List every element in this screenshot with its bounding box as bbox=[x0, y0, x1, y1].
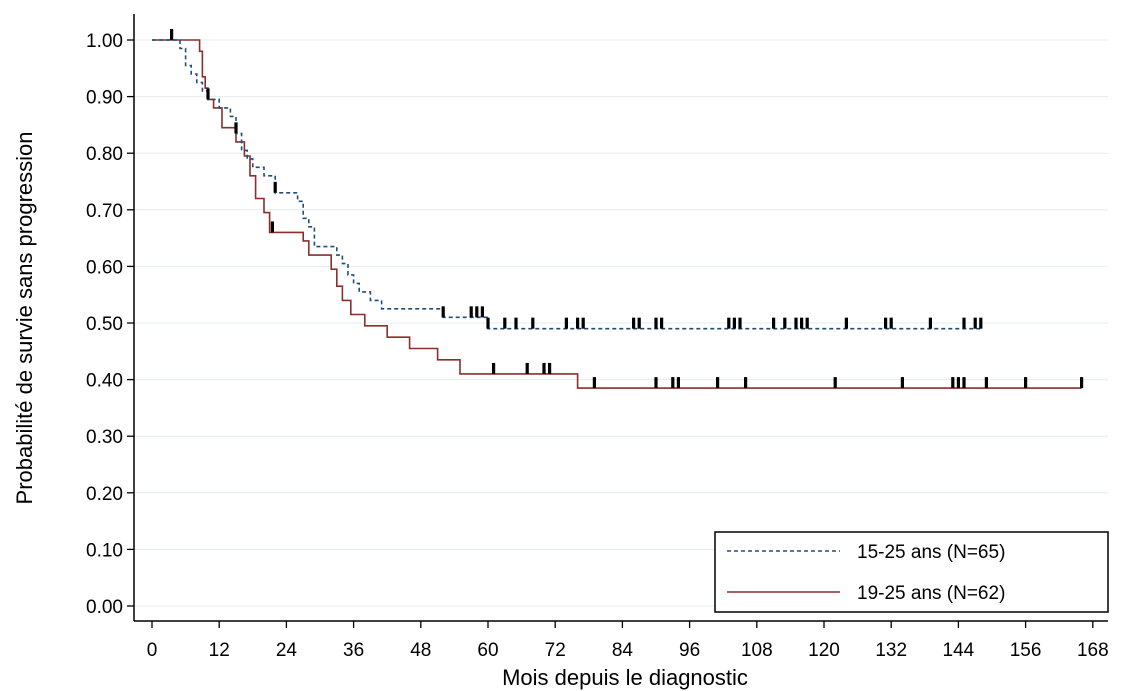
censor-mark-s2-5 bbox=[592, 377, 596, 389]
censor-mark-s1-15 bbox=[632, 317, 636, 329]
censor-mark-s2-16 bbox=[984, 377, 988, 389]
censor-mark-s1-26 bbox=[805, 317, 809, 329]
y-tick-label-1: 0.10 bbox=[86, 540, 123, 561]
legend-label-series-2: 19-25 ans (N=62) bbox=[857, 583, 1005, 604]
legend-label-series-1: 15-25 ans (N=65) bbox=[857, 542, 1005, 563]
censor-mark-s1-0 bbox=[170, 29, 174, 40]
censor-mark-s1-31 bbox=[962, 317, 966, 329]
censor-mark-s1-11 bbox=[531, 317, 535, 329]
censor-mark-s1-28 bbox=[884, 317, 888, 329]
censor-mark-s1-24 bbox=[794, 317, 798, 329]
censor-mark-s2-10 bbox=[744, 377, 748, 389]
y-tick-label-4: 0.40 bbox=[86, 371, 123, 392]
censor-mark-s1-17 bbox=[654, 317, 658, 329]
censor-mark-s2-18 bbox=[1080, 377, 1084, 389]
censor-mark-s1-27 bbox=[844, 317, 848, 329]
censor-mark-s1-4 bbox=[441, 306, 445, 318]
y-tick-label-3: 0.30 bbox=[86, 427, 123, 448]
y-tick-label-7: 0.70 bbox=[86, 201, 123, 222]
x-tick-label-11: 132 bbox=[875, 640, 907, 661]
censor-mark-s2-0 bbox=[270, 221, 274, 233]
censor-mark-s2-11 bbox=[833, 377, 837, 389]
y-tick-label-5: 0.50 bbox=[86, 314, 123, 335]
x-tick-label-9: 108 bbox=[741, 640, 773, 661]
censor-mark-s1-19 bbox=[727, 317, 731, 329]
legend-box bbox=[714, 531, 1109, 613]
gridlines bbox=[134, 39, 1108, 607]
censor-mark-s1-29 bbox=[889, 317, 893, 329]
x-tick-label-0: 0 bbox=[147, 640, 158, 661]
censor-mark-s2-13 bbox=[951, 377, 955, 389]
x-tick-label-2: 24 bbox=[276, 640, 298, 661]
censor-mark-s1-5 bbox=[469, 306, 473, 318]
censor-mark-s1-3 bbox=[273, 181, 277, 193]
censor-mark-s1-20 bbox=[732, 317, 736, 329]
censor-mark-s1-8 bbox=[486, 317, 490, 329]
censor-marks bbox=[170, 29, 1084, 389]
legend: 15-25 ans (N=65) 19-25 ans (N=62) bbox=[714, 531, 1109, 613]
censor-mark-s1-22 bbox=[772, 317, 776, 329]
x-axis-title: Mois depuis le diagnostic bbox=[502, 665, 748, 690]
censor-mark-s1-25 bbox=[800, 317, 804, 329]
x-tick-label-12: 144 bbox=[943, 640, 975, 661]
censor-mark-s2-2 bbox=[525, 362, 529, 374]
censor-mark-s1-21 bbox=[738, 317, 742, 329]
censor-mark-s2-8 bbox=[676, 377, 680, 389]
x-tick-label-3: 36 bbox=[343, 640, 364, 661]
x-tick-label-1: 12 bbox=[209, 640, 230, 661]
censor-mark-s1-1 bbox=[206, 88, 210, 100]
x-tick-label-10: 120 bbox=[808, 640, 840, 661]
axes bbox=[127, 14, 1108, 628]
censor-mark-s1-7 bbox=[480, 306, 484, 318]
x-tick-label-5: 60 bbox=[477, 640, 498, 661]
censor-mark-s1-2 bbox=[234, 122, 238, 134]
censor-mark-s1-6 bbox=[475, 306, 479, 318]
censor-mark-s1-13 bbox=[576, 317, 580, 329]
y-tick-label-10: 1.00 bbox=[86, 31, 123, 52]
censor-mark-s1-23 bbox=[783, 317, 787, 329]
series-layer bbox=[152, 39, 1082, 389]
censor-mark-s2-7 bbox=[671, 377, 675, 389]
x-tick-label-8: 96 bbox=[679, 640, 700, 661]
censor-mark-s1-16 bbox=[637, 317, 641, 329]
censor-mark-s1-9 bbox=[503, 317, 507, 329]
censor-mark-s1-30 bbox=[928, 317, 932, 329]
censor-mark-s2-17 bbox=[1024, 377, 1028, 389]
tick-labels: 0.00 0.10 0.20 0.30 0.40 0.50 0.60 0.70 0.80 0.90… bbox=[86, 31, 1109, 661]
x-tick-label-6: 72 bbox=[545, 640, 566, 661]
y-tick-label-2: 0.20 bbox=[86, 484, 123, 505]
censor-mark-s2-14 bbox=[956, 377, 960, 389]
x-tick-label-4: 48 bbox=[410, 640, 431, 661]
y-tick-label-6: 0.60 bbox=[86, 257, 123, 278]
censor-mark-s1-14 bbox=[581, 317, 585, 329]
series-line-2 bbox=[152, 39, 1082, 389]
censor-mark-s1-18 bbox=[660, 317, 664, 329]
y-tick-label-0: 0.00 bbox=[86, 597, 123, 618]
censor-mark-s1-33 bbox=[979, 317, 983, 329]
y-tick-label-9: 0.90 bbox=[86, 88, 123, 109]
censor-mark-s2-12 bbox=[900, 377, 904, 389]
y-tick-label-8: 0.80 bbox=[86, 144, 123, 165]
censor-mark-s2-15 bbox=[962, 377, 966, 389]
censor-mark-s2-9 bbox=[716, 377, 720, 389]
x-tick-label-14: 168 bbox=[1077, 640, 1109, 661]
censor-mark-s2-4 bbox=[548, 362, 552, 374]
censor-mark-s2-3 bbox=[542, 362, 546, 374]
censor-mark-s2-6 bbox=[654, 377, 658, 389]
censor-mark-s1-12 bbox=[564, 317, 568, 329]
x-tick-label-13: 156 bbox=[1010, 640, 1042, 661]
censor-mark-s2-1 bbox=[492, 362, 496, 374]
censor-mark-s1-32 bbox=[973, 317, 977, 329]
censor-mark-s1-10 bbox=[514, 317, 518, 329]
y-axis-title: Probabilité de survie sans progression bbox=[12, 132, 37, 505]
x-tick-label-7: 84 bbox=[612, 640, 634, 661]
